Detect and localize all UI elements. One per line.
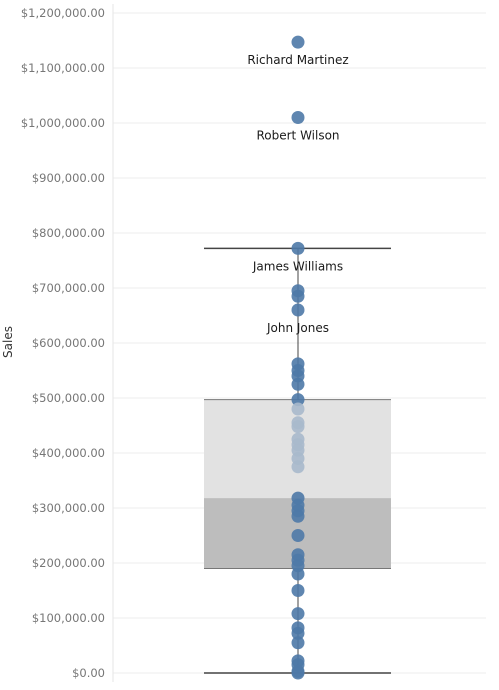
y-tick-label: $0.00	[72, 666, 105, 680]
y-tick-label: $200,000.00	[32, 556, 105, 570]
data-point	[291, 420, 305, 434]
point-label: Robert Wilson	[256, 129, 339, 143]
data-point	[291, 567, 305, 581]
y-tick-label: $800,000.00	[32, 226, 105, 240]
data-point	[291, 529, 305, 542]
y-tick-label: $500,000.00	[32, 391, 105, 405]
y-tick-label: $1,100,000.00	[21, 61, 105, 75]
point-label: James Williams	[252, 259, 343, 273]
data-point	[291, 35, 305, 49]
point-label: Richard Martinez	[247, 53, 348, 67]
data-point	[291, 377, 305, 391]
data-point	[291, 584, 305, 597]
data-point	[291, 460, 305, 474]
data-point	[291, 241, 305, 255]
data-point	[291, 666, 305, 680]
y-axis: $0.00 $100,000.00 $200,000.00 $300,000.00 $4…	[21, 4, 114, 682]
data-point	[291, 289, 305, 303]
y-tick-label: $700,000.00	[32, 281, 105, 295]
data-point	[291, 402, 305, 416]
y-tick-label: $1,200,000.00	[21, 6, 105, 20]
data-point	[291, 607, 305, 621]
data-point	[291, 509, 305, 523]
y-tick-label: $400,000.00	[32, 446, 105, 460]
y-tick-label: $600,000.00	[32, 336, 105, 350]
y-tick-label: $1,000,000.00	[21, 116, 105, 130]
point-label: John Jones	[266, 321, 329, 335]
data-point	[291, 111, 305, 124]
point-labels-layer: Richard Martinez Robert Wilson James Willi…	[247, 53, 348, 335]
data-point	[291, 626, 305, 640]
data-point	[291, 393, 305, 407]
data-point	[291, 303, 305, 317]
y-tick-label: $100,000.00	[32, 611, 105, 625]
y-axis-title: Sales	[1, 326, 15, 358]
data-point	[291, 636, 305, 650]
y-tick-label: $900,000.00	[32, 171, 105, 185]
y-tick-label: $300,000.00	[32, 501, 105, 515]
points-layer	[291, 35, 305, 680]
